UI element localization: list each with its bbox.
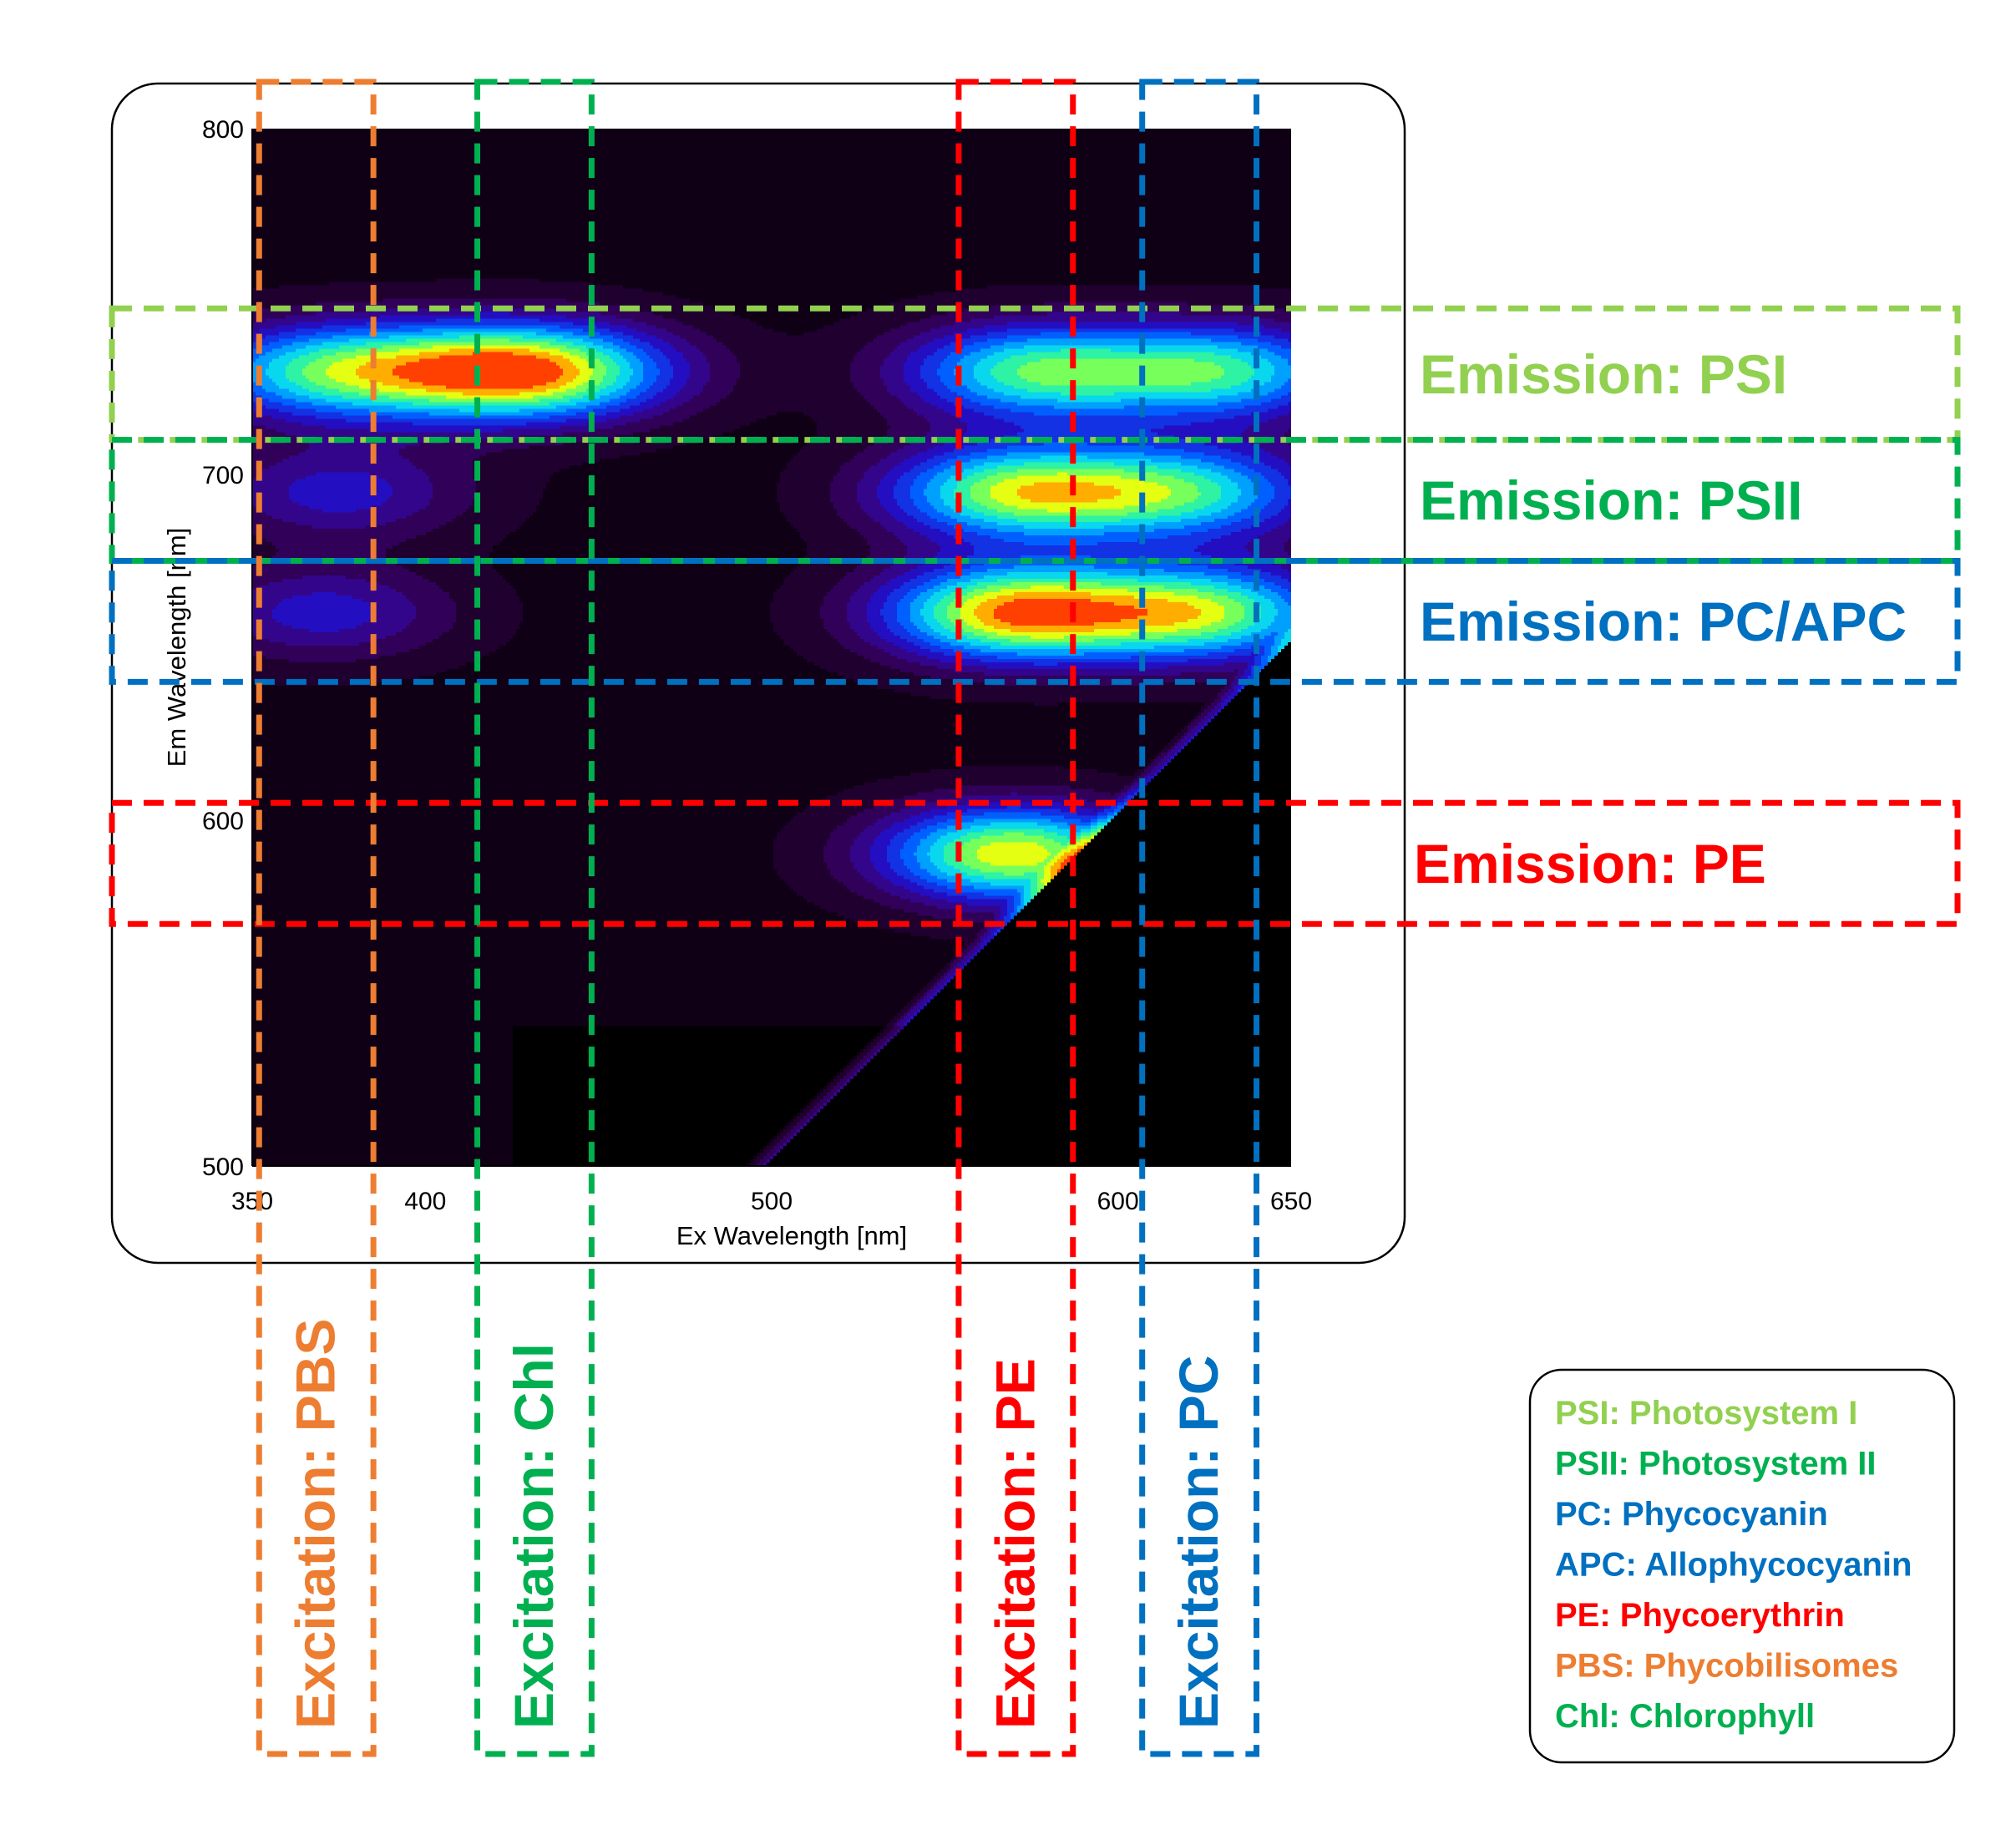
y-axis-label: Em Wavelength [nm] <box>162 528 191 768</box>
x-tick-label: 600 <box>1097 1188 1139 1215</box>
x-tick-label: 400 <box>404 1188 446 1215</box>
legend-frame <box>1528 1368 1956 1764</box>
excitation-band-box <box>955 79 1076 1757</box>
emission-band-box <box>109 799 1961 927</box>
legend-entry: PSI: Photosystem I <box>1555 1395 1857 1432</box>
excitation-band-box <box>474 79 595 1757</box>
excitation-band-box <box>1139 79 1260 1757</box>
emission-band-label: Emission: PE <box>1414 833 1766 895</box>
heatmap-canvas <box>252 129 1291 1166</box>
emission-band-label: Emission: PC/APC <box>1420 591 1907 652</box>
x-tick-label: 500 <box>751 1188 793 1215</box>
legend: PSI: Photosystem I PSII: Photosystem II PC… <box>1555 1395 1912 1735</box>
heatmap-area <box>252 129 1291 1166</box>
band-overlays: Emission: PSI Emission: PSII Emission: PC/… <box>109 79 1961 1757</box>
y-tick-label: 800 <box>202 116 244 144</box>
x-axis-label: Ex Wavelength [nm] <box>676 1221 907 1250</box>
emission-band-label: Emission: PSII <box>1420 469 1802 531</box>
y-tick-label: 500 <box>202 1153 244 1181</box>
legend-entry: PBS: Phycobilisomes <box>1555 1648 1898 1685</box>
x-tick-label: 650 <box>1270 1188 1312 1215</box>
emission-band-box <box>109 558 1961 685</box>
y-tick-label: 700 <box>202 462 244 489</box>
excitation-band-label: Excitation: PC <box>1168 1356 1229 1729</box>
legend-entry: APC: Allophycocyanin <box>1555 1547 1912 1584</box>
legend-entry: PE: Phycoerythrin <box>1555 1597 1845 1634</box>
excitation-band-label: Excitation: PBS <box>285 1319 347 1729</box>
excitation-band-box <box>256 79 377 1757</box>
legend-entry: Chl: Chlorophyll <box>1555 1698 1815 1735</box>
excitation-band-label: Excitation: Chl <box>503 1343 565 1729</box>
emission-band-label: Emission: PSI <box>1420 343 1787 405</box>
excitation-band-label: Excitation: PE <box>984 1358 1046 1729</box>
legend-entry: PC: Phycocyanin <box>1555 1496 1828 1533</box>
x-tick-label: 350 <box>231 1188 273 1215</box>
y-tick-label: 600 <box>202 808 244 835</box>
axes: 350 400 500 600 650 500 600 700 800 Ex Wavelength… <box>162 116 1312 1250</box>
legend-entry: PSII: Photosystem II <box>1555 1446 1877 1483</box>
